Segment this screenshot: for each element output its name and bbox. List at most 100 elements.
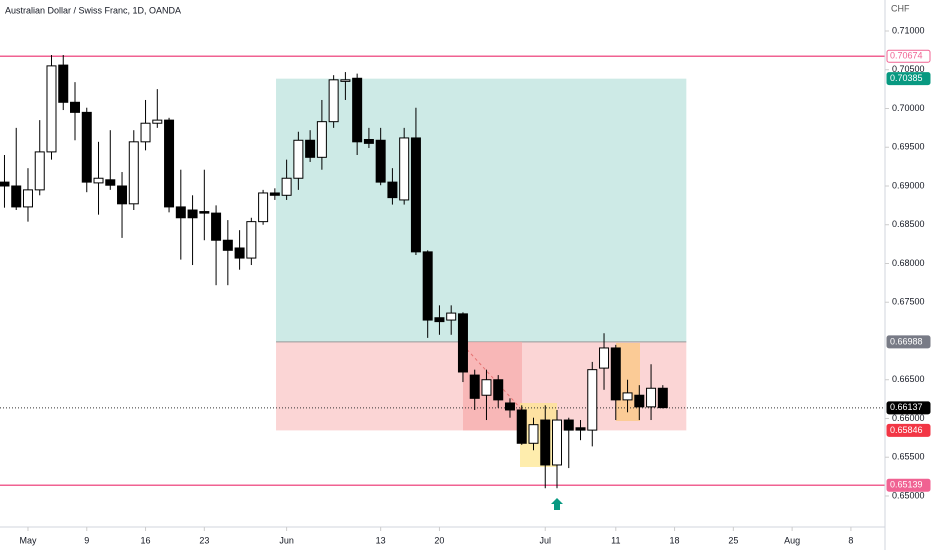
candle-body <box>117 185 128 205</box>
x-tick-label: May <box>19 535 37 545</box>
candle-body <box>187 209 198 219</box>
candle-body <box>316 121 327 158</box>
candle-body <box>634 394 645 408</box>
y-tick-label: 0.69500 <box>892 142 925 152</box>
candle-body <box>657 387 668 409</box>
chart-title: Australian Dollar / Swiss Franc, 1D, OAN… <box>5 5 181 15</box>
candle-body <box>269 192 280 196</box>
candle-body <box>422 251 433 321</box>
y-tick-label: 0.71000 <box>892 25 925 35</box>
candle-body <box>211 212 222 241</box>
x-tick-label: 20 <box>434 535 444 545</box>
candle-body <box>493 379 504 401</box>
price-label: 0.70674 <box>890 51 923 61</box>
candle-body <box>58 64 69 103</box>
price-label: 0.65846 <box>890 425 923 435</box>
candle-body <box>563 419 574 431</box>
candle-body <box>234 247 245 259</box>
x-tick-label: 13 <box>376 535 386 545</box>
candle-body <box>610 347 621 401</box>
candle-body <box>128 141 139 205</box>
candle-body <box>258 192 269 223</box>
candle-body <box>481 379 492 396</box>
candle-body <box>246 221 257 259</box>
candle-body <box>81 111 92 183</box>
y-tick-label: 0.65000 <box>892 490 925 500</box>
candle-body <box>34 151 45 191</box>
candle-body <box>22 189 33 208</box>
candle-body <box>199 211 210 214</box>
price-label: 0.70385 <box>890 73 923 83</box>
candle-body <box>11 185 22 208</box>
x-tick-label: 9 <box>84 535 89 545</box>
candle-body <box>646 387 657 408</box>
candle-body <box>516 409 527 444</box>
candle-body <box>175 206 186 219</box>
arrow <box>551 498 563 510</box>
candle-body <box>622 392 633 401</box>
candle-body <box>222 239 233 251</box>
candle-body <box>457 313 468 373</box>
price-label-box <box>886 49 931 63</box>
candle-body <box>164 119 175 208</box>
y-tick-label: 0.69000 <box>892 180 925 190</box>
x-tick-label: Aug <box>784 535 800 545</box>
x-tick-label: 16 <box>141 535 151 545</box>
price-label-box <box>886 72 931 86</box>
price-label-box <box>886 401 931 415</box>
y-tick-label: 0.66500 <box>892 374 925 384</box>
y-tick-label: 0.66000 <box>892 413 925 423</box>
candle-body <box>0 181 10 187</box>
candle-body <box>434 317 445 323</box>
x-tick-label: 25 <box>728 535 738 545</box>
candle-body <box>552 419 563 466</box>
x-tick-label: 11 <box>611 535 620 545</box>
y-tick-label: 0.65500 <box>892 452 925 462</box>
x-tick-label: 8 <box>848 535 853 545</box>
x-tick-label: Jul <box>539 535 551 545</box>
candle-body <box>93 177 104 184</box>
candle-body <box>363 138 374 144</box>
candle-body <box>140 122 151 143</box>
x-tick-label: 18 <box>670 535 680 545</box>
background-layer <box>0 55 885 486</box>
candle-body <box>387 181 398 199</box>
y-tick-label: 0.70500 <box>892 64 925 74</box>
y-tick-label: 0.68500 <box>892 219 925 229</box>
trend-line <box>462 344 523 411</box>
candle-body <box>575 427 586 431</box>
candle-body <box>469 374 480 399</box>
candle-body <box>587 369 598 431</box>
price-label-box <box>886 478 931 492</box>
price-label: 0.66988 <box>890 336 923 346</box>
y-tick-label: 0.67500 <box>892 297 925 307</box>
candle-body <box>105 179 116 186</box>
candle-body <box>528 424 539 444</box>
y-tick-label: 0.68000 <box>892 258 925 268</box>
candle-body <box>70 101 81 113</box>
y-tick-label: 0.70000 <box>892 103 925 113</box>
candle-body <box>281 177 292 196</box>
candle-body <box>46 65 57 153</box>
candle-body <box>352 77 363 143</box>
candle-body <box>293 139 304 179</box>
candle-body <box>152 119 163 124</box>
price-label-box <box>886 423 931 437</box>
candle-body <box>599 347 610 369</box>
price-label: 0.66137 <box>890 402 923 412</box>
price-label: 0.65139 <box>890 480 923 490</box>
x-tick-label: 23 <box>199 535 209 545</box>
target-zone <box>276 78 687 342</box>
candle-body <box>399 137 410 201</box>
x-tick-label: Jun <box>279 535 294 545</box>
y-axis-label: CHF <box>891 3 910 13</box>
candle-body <box>410 137 421 253</box>
candle-body <box>540 419 551 466</box>
candle-body <box>328 79 339 123</box>
candle-body <box>305 139 316 158</box>
price-label-box <box>886 335 931 349</box>
candle-body <box>375 139 386 183</box>
candle-body <box>446 312 457 321</box>
